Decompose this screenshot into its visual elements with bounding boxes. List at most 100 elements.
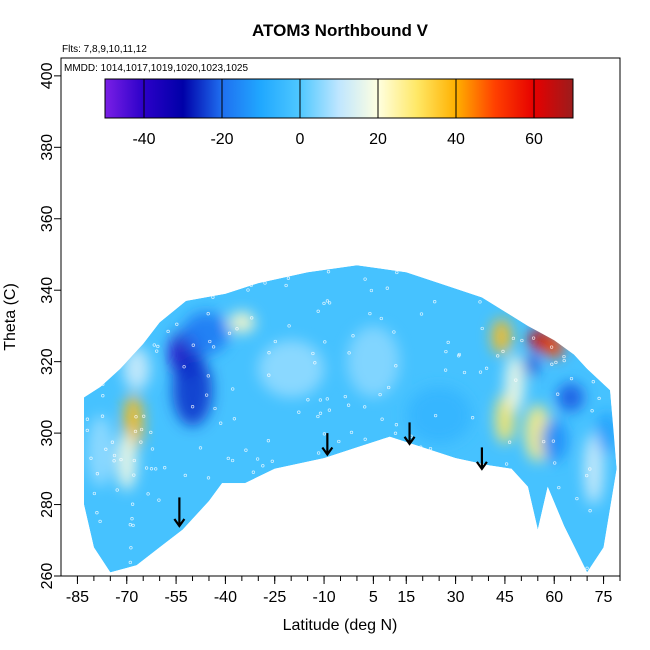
- y-tick-label: 360: [39, 205, 56, 232]
- observation-dot: [476, 526, 480, 531]
- observation-dot: [339, 472, 343, 476]
- observation-dot: [104, 447, 108, 451]
- observation-dot: [478, 370, 483, 374]
- observation-dot: [381, 476, 385, 480]
- observation-dot: [313, 361, 317, 365]
- x-tick-label: 60: [545, 589, 563, 606]
- observation-dot: [478, 300, 482, 304]
- observation-dot: [597, 396, 601, 401]
- observation-dot: [488, 541, 492, 545]
- observation-dot: [322, 301, 326, 306]
- observation-dot: [298, 498, 302, 502]
- observation-dot: [263, 281, 267, 285]
- colorbar-gradient: [105, 79, 573, 118]
- observation-dot: [501, 349, 505, 354]
- observation-dot: [224, 494, 228, 498]
- observation-dot: [178, 551, 182, 556]
- observation-dot: [163, 466, 167, 470]
- x-tick-label: -70: [115, 589, 138, 606]
- observation-dot: [316, 414, 320, 419]
- observation-dot: [462, 370, 467, 375]
- observation-dot: [98, 519, 102, 524]
- observation-dot: [501, 525, 505, 529]
- observation-dot: [591, 298, 595, 302]
- observation-dot: [225, 273, 230, 277]
- field-feature-9: [406, 386, 472, 444]
- observation-dot: [206, 374, 210, 378]
- chart-title: ATOM3 Northbound V: [252, 21, 429, 40]
- observation-dot: [440, 476, 444, 480]
- x-tick-label: -25: [263, 589, 286, 606]
- observation-dot: [330, 489, 334, 494]
- observation-dot: [294, 480, 299, 484]
- x-tick-label: 30: [447, 589, 465, 606]
- observation-dot: [551, 439, 556, 443]
- observation-dot: [369, 288, 374, 293]
- observation-dot: [413, 540, 418, 544]
- observation-dot: [349, 430, 354, 435]
- x-tick-label: -10: [312, 589, 335, 606]
- observation-dot: [306, 398, 310, 402]
- x-tick-label: -40: [214, 589, 237, 606]
- x-tick-label: 75: [595, 589, 613, 606]
- observation-dot: [569, 376, 574, 381]
- observation-dot: [562, 354, 566, 359]
- observation-dot: [363, 405, 367, 409]
- observation-dot: [379, 316, 383, 321]
- observation-dot: [101, 394, 105, 398]
- observation-dot: [329, 519, 333, 523]
- observation-dot: [359, 493, 363, 498]
- observation-dot: [322, 432, 327, 436]
- observation-dot: [155, 349, 159, 353]
- observation-dot: [227, 331, 232, 335]
- observation-dot: [166, 329, 170, 334]
- observation-dot: [94, 325, 98, 329]
- observation-dot: [343, 394, 347, 399]
- observation-dot: [369, 551, 374, 555]
- field-feature-1: [172, 354, 213, 426]
- observation-dot: [110, 440, 115, 444]
- observation-dot: [182, 365, 186, 369]
- field-feature-4: [116, 433, 137, 491]
- observation-dot: [428, 446, 433, 451]
- y-tick-label: 300: [39, 420, 56, 447]
- observation-dot: [297, 533, 302, 538]
- observation-dot: [573, 302, 577, 307]
- observation-dot: [400, 445, 405, 450]
- observation-dot: [93, 560, 97, 564]
- observation-dot: [326, 566, 331, 570]
- observation-dot: [206, 476, 211, 480]
- colorbar-ticks: -40 -20 0 20 40 60: [132, 79, 543, 148]
- observation-dot: [392, 330, 396, 334]
- observation-dot: [268, 266, 272, 271]
- observation-dot: [363, 277, 367, 281]
- observation-dot: [198, 446, 203, 450]
- observation-dot: [457, 354, 461, 358]
- observation-dot: [117, 339, 121, 343]
- observation-dot: [131, 523, 135, 528]
- observation-dot: [235, 327, 239, 331]
- field-feature-11: [491, 318, 512, 355]
- observation-dot: [130, 502, 135, 506]
- observation-dot: [95, 472, 100, 476]
- observation-dot: [267, 351, 271, 355]
- colorbar-tick-label: 40: [447, 131, 465, 148]
- observation-dot: [407, 530, 411, 534]
- observation-dot: [90, 334, 94, 339]
- observation-dot: [213, 406, 217, 411]
- observation-dot: [432, 519, 436, 524]
- observation-dot: [387, 385, 391, 390]
- observation-dot: [251, 470, 256, 474]
- observation-dot: [112, 453, 117, 458]
- observation-dot: [190, 405, 195, 409]
- observation-dot: [115, 488, 119, 492]
- observation-dot: [467, 468, 471, 473]
- observation-dot: [261, 464, 265, 468]
- x-axis: -85 -70 -55 -40 -25 -10 5 15 30 45 60 75: [66, 576, 621, 606]
- observation-dot: [441, 515, 446, 519]
- x-tick-label: 45: [496, 589, 514, 606]
- observation-dot: [139, 440, 143, 444]
- observation-dot: [85, 417, 90, 421]
- arrow-3: [475, 447, 488, 471]
- observation-dot: [119, 457, 123, 462]
